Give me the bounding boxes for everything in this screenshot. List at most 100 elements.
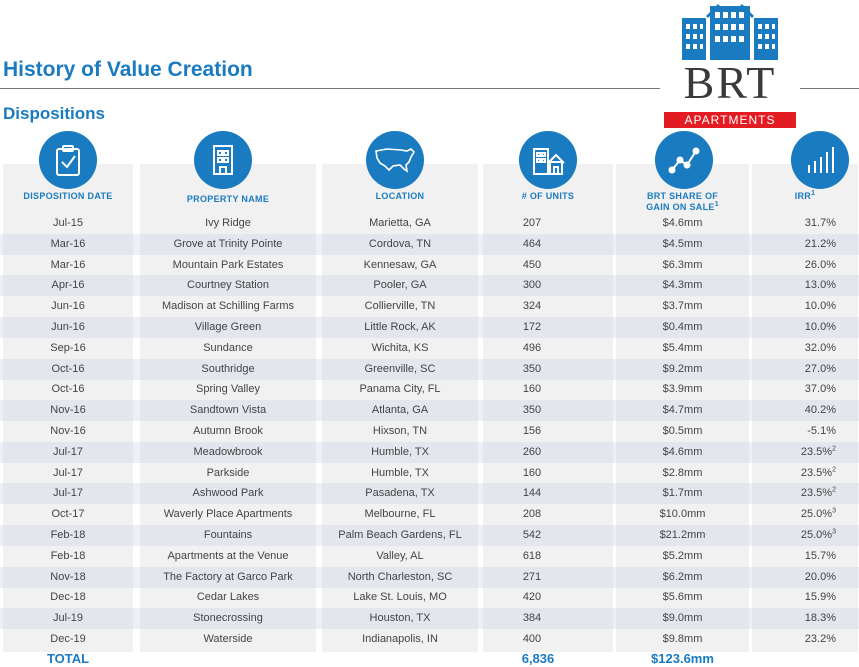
gain-cell: $10.0mm (659, 508, 706, 521)
gain-cell: $0.4mm (662, 321, 703, 333)
irr-value: 27.0% (804, 362, 836, 375)
irr-cell: 23.5%2 (752, 463, 836, 484)
column-bg-units (483, 164, 613, 652)
gain-cell: $0.5mm (662, 425, 703, 437)
logo-band: APARTMENTS (664, 112, 796, 128)
property-name-cell: Sandtown Vista (189, 404, 267, 417)
disposition-date-cell: Apr-16 (51, 279, 85, 292)
column-bg-gain (616, 164, 749, 652)
units-cell: 350 (522, 404, 542, 417)
irr-value: 23.5% (800, 466, 833, 479)
location-cell: Humble, TX (371, 445, 429, 458)
table-row: Jun-16 Village Green Little Rock, AK 172 $0.… (0, 317, 859, 338)
irr-cell: 10.0% (752, 296, 836, 317)
units-cell: 420 (522, 591, 542, 604)
units-cell: 300 (522, 279, 542, 292)
property-name-cell: Madison at Schilling Farms (161, 300, 295, 313)
irr-value: 25.0% (800, 529, 833, 541)
irr-cell: 27.0% (752, 359, 836, 380)
gain-cell: $5.6mm (662, 591, 703, 604)
property-name-cell: Southridge (201, 362, 255, 375)
irr-value: 26.0% (804, 258, 836, 271)
irr-cell: 23.5%2 (752, 483, 836, 504)
disposition-date-cell: Feb-18 (50, 549, 86, 562)
header-irr: IRR1 (794, 190, 816, 201)
header-gain-line2: GAIN ON SALE1 (646, 201, 719, 212)
units-cell: 260 (522, 445, 542, 458)
location-cell: Hixson, TN (372, 425, 428, 437)
gain-cell: $9.0mm (662, 612, 703, 625)
header-property-name: PROPERTY NAME (186, 194, 270, 204)
property-name-cell: Fountains (203, 529, 253, 541)
units-cell: 400 (522, 633, 542, 645)
table-row: Jul-15 Ivy Ridge Marietta, GA 207 $4.6mm 31.7… (0, 213, 859, 234)
irr-footnote: 2 (832, 486, 836, 494)
header-location: LOCATION (375, 191, 425, 201)
disposition-date-cell: Sep-16 (50, 341, 86, 354)
column-bg-irr (752, 164, 858, 652)
gain-cell: $4.5mm (662, 237, 703, 250)
location-cell: Palm Beach Gardens, FL (338, 529, 462, 541)
units-cell: 156 (522, 425, 542, 437)
property-name-cell: Spring Valley (196, 383, 260, 396)
irr-value: 20.0% (804, 570, 836, 583)
title-rule-right (800, 88, 859, 89)
units-cell: 496 (522, 341, 542, 354)
irr-value: 40.2% (804, 404, 836, 417)
property-name-cell: Village Green (194, 321, 262, 333)
units-cell: 464 (522, 237, 542, 250)
location-cell: Indianapolis, IN (362, 633, 438, 645)
total-units: 6,836 (521, 651, 555, 666)
location-cell: Houston, TX (369, 612, 431, 625)
irr-value: 25.0% (800, 508, 833, 521)
building-icon (194, 131, 252, 189)
location-cell: Greenville, SC (364, 362, 436, 375)
units-cell: 172 (522, 321, 542, 333)
table-row: Nov-16 Autumn Brook Hixson, TN 156 $0.5mm -5.… (0, 421, 859, 442)
table-row: Oct-17 Waverly Place Apartments Melbourne,… (0, 504, 859, 525)
property-name-cell: Ashwood Park (192, 487, 264, 500)
gain-cell: $4.6mm (662, 217, 703, 229)
location-cell: Wichita, KS (371, 341, 429, 354)
table-row: Mar-16 Mountain Park Estates Kennesaw, GA 4… (0, 255, 859, 276)
gain-cell: $9.2mm (662, 362, 703, 375)
irr-footnote: 2 (832, 465, 836, 473)
irr-value: 15.9% (804, 591, 836, 604)
table-row: Mar-16 Grove at Trinity Pointe Cordova, TN… (0, 233, 859, 255)
gain-cell: $4.3mm (662, 279, 703, 292)
property-name-cell: Autumn Brook (193, 425, 263, 437)
clipboard-check-icon (39, 131, 97, 189)
title-rule (0, 88, 660, 89)
irr-cell: 15.7% (752, 546, 836, 567)
gain-cell: $6.2mm (662, 570, 703, 583)
irr-value: 31.7% (804, 217, 836, 229)
gain-cell: $6.3mm (662, 258, 703, 271)
header-gain: BRT SHARE OF GAIN ON SALE1 (616, 191, 749, 213)
irr-cell: -5.1% (752, 421, 836, 442)
property-name-cell: Waterside (203, 633, 253, 645)
table-row: Feb-18 Fountains Palm Beach Gardens, FL 542… (0, 525, 859, 546)
disposition-date-cell: Jul-17 (53, 466, 83, 479)
irr-cell: 25.0%3 (752, 525, 836, 546)
location-cell: Panama City, FL (359, 383, 441, 396)
logo-wordmark: BRT (683, 57, 777, 108)
table-row: Apr-16 Courtney Station Pooler, GA 300 $4.3m… (0, 275, 859, 297)
property-name-cell: The Factory at Garco Park (163, 570, 293, 583)
header-units: # OF UNITS (521, 191, 575, 201)
units-cell: 450 (522, 258, 542, 271)
gain-cell: $4.7mm (662, 404, 703, 417)
irr-value: 23.5% (800, 445, 833, 458)
property-name-cell: Stonecrossing (193, 612, 263, 625)
column-bg-name (140, 164, 316, 652)
total-label: TOTAL (46, 651, 90, 666)
irr-footnote: 3 (832, 528, 836, 536)
property-name-cell: Courtney Station (187, 279, 269, 292)
irr-cell: 25.0%3 (752, 504, 836, 525)
units-cell: 160 (522, 466, 542, 479)
property-name-cell: Parkside (206, 466, 250, 479)
header-gain-line1: BRT SHARE OF (646, 191, 719, 201)
disposition-date-cell: Nov-16 (50, 404, 86, 417)
irr-cell: 10.0% (752, 317, 836, 338)
table-row: Oct-16 Spring Valley Panama City, FL 160 $3.… (0, 379, 859, 400)
disposition-date-cell: Mar-16 (50, 237, 86, 250)
